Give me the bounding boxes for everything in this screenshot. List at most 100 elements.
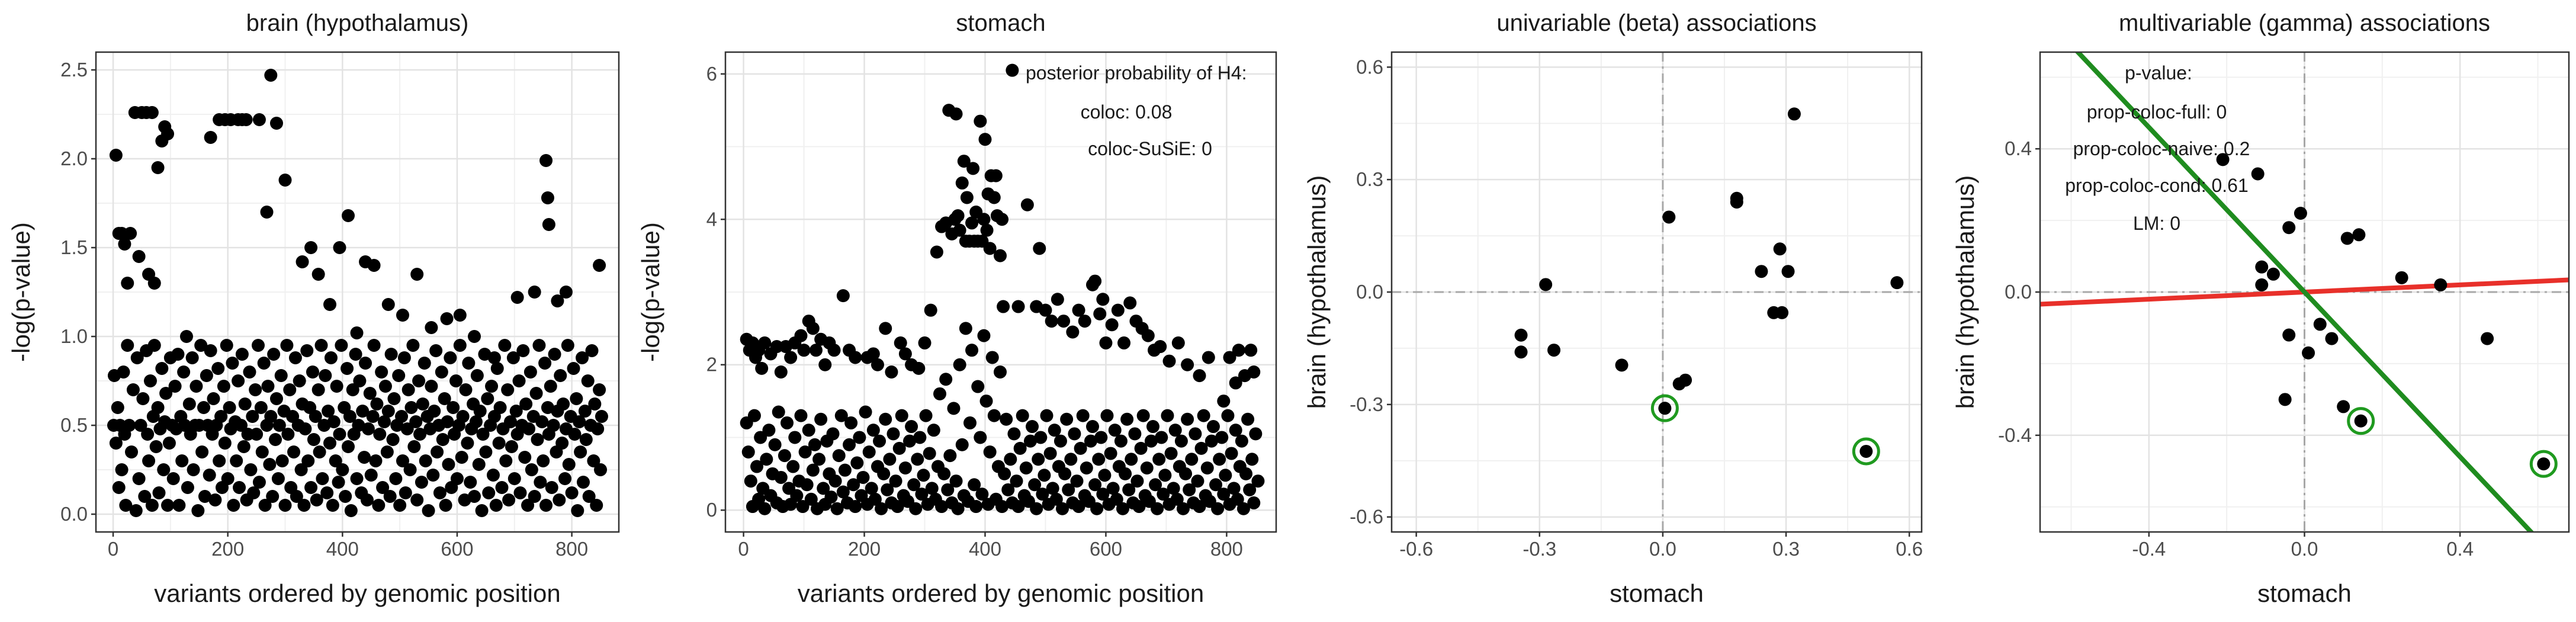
x-tick-label: -0.6 bbox=[1399, 538, 1433, 560]
data-point bbox=[403, 463, 417, 476]
data-point bbox=[243, 365, 256, 379]
data-point bbox=[335, 339, 348, 352]
data-point bbox=[370, 397, 384, 411]
data-point bbox=[2255, 260, 2269, 274]
data-point bbox=[978, 133, 992, 146]
data-point bbox=[886, 427, 900, 441]
data-point bbox=[472, 458, 486, 471]
data-point bbox=[784, 351, 798, 364]
data-point bbox=[330, 380, 343, 393]
data-point bbox=[249, 383, 262, 396]
data-point bbox=[1125, 453, 1138, 466]
data-point bbox=[1174, 434, 1188, 448]
data-point bbox=[343, 410, 356, 423]
annotation-text: p-value: bbox=[2125, 62, 2192, 84]
data-point bbox=[965, 216, 979, 230]
data-point bbox=[252, 476, 266, 489]
data-point bbox=[435, 365, 448, 379]
data-point bbox=[1859, 444, 1873, 458]
data-point bbox=[311, 268, 325, 281]
data-point bbox=[459, 383, 473, 396]
data-point bbox=[109, 149, 123, 162]
data-point bbox=[200, 369, 213, 382]
data-point bbox=[1251, 474, 1265, 488]
data-point bbox=[889, 474, 902, 488]
data-point bbox=[578, 405, 592, 418]
data-point bbox=[223, 401, 236, 414]
data-point bbox=[521, 499, 535, 512]
data-point bbox=[311, 383, 325, 396]
data-point bbox=[456, 410, 470, 423]
data-point bbox=[2434, 278, 2447, 291]
data-point bbox=[830, 502, 844, 515]
data-point bbox=[333, 241, 346, 254]
data-point bbox=[149, 440, 163, 453]
data-point bbox=[278, 174, 292, 187]
y-tick-label: 2.0 bbox=[60, 148, 88, 169]
data-point bbox=[1140, 461, 1154, 474]
data-point bbox=[1111, 303, 1125, 317]
data-point bbox=[232, 374, 245, 387]
data-point bbox=[977, 213, 991, 226]
data-point bbox=[1084, 434, 1097, 448]
data-point bbox=[1033, 242, 1046, 255]
data-point bbox=[235, 348, 249, 361]
data-point bbox=[161, 499, 175, 512]
data-point bbox=[923, 447, 936, 460]
annotation-text: coloc-SuSiE: 0 bbox=[1088, 138, 1212, 159]
data-point bbox=[794, 409, 808, 422]
data-point bbox=[479, 445, 493, 459]
data-point bbox=[558, 472, 571, 485]
data-point bbox=[207, 392, 220, 405]
data-point bbox=[913, 431, 927, 444]
data-point bbox=[862, 445, 876, 459]
data-point bbox=[386, 433, 400, 446]
data-point bbox=[191, 504, 205, 517]
data-point bbox=[814, 412, 828, 426]
data-point bbox=[1243, 483, 1257, 496]
data-point bbox=[121, 277, 134, 290]
data-point bbox=[358, 451, 371, 464]
data-point bbox=[159, 387, 173, 400]
data-point bbox=[1051, 293, 1064, 306]
data-point bbox=[1181, 412, 1194, 426]
data-point bbox=[1090, 502, 1104, 515]
data-point bbox=[1219, 469, 1232, 482]
data-point bbox=[1539, 278, 1553, 291]
data-point bbox=[758, 336, 772, 350]
data-point bbox=[1662, 210, 1676, 224]
data-point bbox=[1229, 376, 1242, 390]
data-point bbox=[1615, 358, 1629, 372]
data-point bbox=[152, 486, 166, 499]
data-point bbox=[741, 445, 755, 459]
data-point bbox=[297, 499, 311, 512]
data-point bbox=[1056, 502, 1069, 515]
data-point bbox=[301, 454, 315, 467]
data-point bbox=[912, 361, 926, 375]
data-point bbox=[1038, 469, 1051, 482]
data-point bbox=[1144, 434, 1158, 448]
data-point bbox=[955, 176, 969, 190]
data-point bbox=[755, 361, 769, 375]
data-point bbox=[506, 351, 520, 364]
data-point bbox=[395, 410, 409, 423]
data-point bbox=[1158, 469, 1172, 482]
data-point bbox=[582, 490, 596, 503]
data-point bbox=[1227, 482, 1241, 495]
data-point bbox=[350, 326, 364, 339]
data-point bbox=[384, 348, 398, 361]
data-point bbox=[1225, 447, 1238, 460]
data-point bbox=[257, 357, 271, 370]
x-tick-label: 200 bbox=[211, 538, 244, 560]
data-point bbox=[263, 458, 277, 471]
data-point bbox=[1039, 303, 1052, 317]
data-point bbox=[953, 223, 966, 237]
data-point bbox=[532, 339, 546, 352]
data-point bbox=[489, 499, 503, 512]
data-point bbox=[413, 428, 427, 441]
data-point bbox=[1076, 409, 1090, 422]
data-point bbox=[898, 347, 912, 361]
data-point bbox=[416, 397, 429, 411]
data-point bbox=[1239, 467, 1253, 480]
